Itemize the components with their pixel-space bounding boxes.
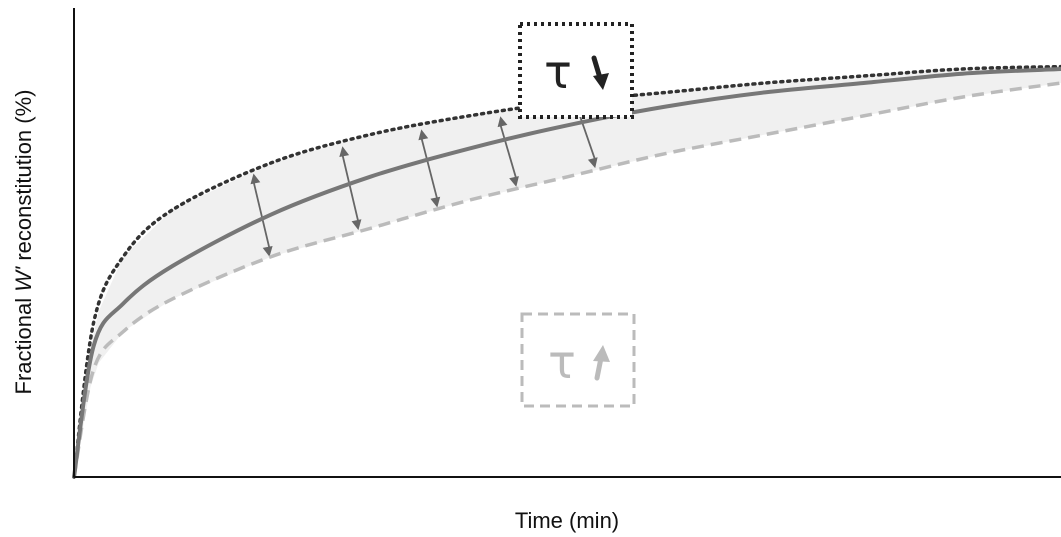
down-arrow-icon xyxy=(591,55,609,90)
series-line-dashed xyxy=(72,81,1061,478)
y-axis-label-suffix: reconstitution (%) xyxy=(11,90,36,267)
y-axis-label: Fractional W' reconstitution (%) xyxy=(11,90,36,395)
shaded-range-band xyxy=(74,66,1061,477)
tau-decrease-box xyxy=(518,22,634,119)
up-arrow-icon xyxy=(593,345,610,381)
y-axis-label-italic: W' xyxy=(11,266,36,292)
tau-increase-box xyxy=(520,312,636,408)
range-arrow-1 xyxy=(339,146,362,231)
x-axis-label: Time (min) xyxy=(515,508,619,533)
y-axis-label-prefix: Fractional xyxy=(11,292,36,395)
series-line-dotted xyxy=(72,64,1061,479)
range-arrow-2 xyxy=(418,129,441,208)
series-line-solid xyxy=(72,67,1061,478)
range-arrow-0 xyxy=(250,173,273,257)
range-arrow-3 xyxy=(497,116,519,187)
series-layer xyxy=(72,64,1061,479)
tau-decrease-annotation: τ xyxy=(518,22,634,119)
tau-increase-annotation: τ xyxy=(520,312,636,408)
range-arrows xyxy=(250,105,598,257)
tau-increase-symbol: τ xyxy=(548,335,576,389)
tau-decrease-symbol: τ xyxy=(544,45,572,99)
